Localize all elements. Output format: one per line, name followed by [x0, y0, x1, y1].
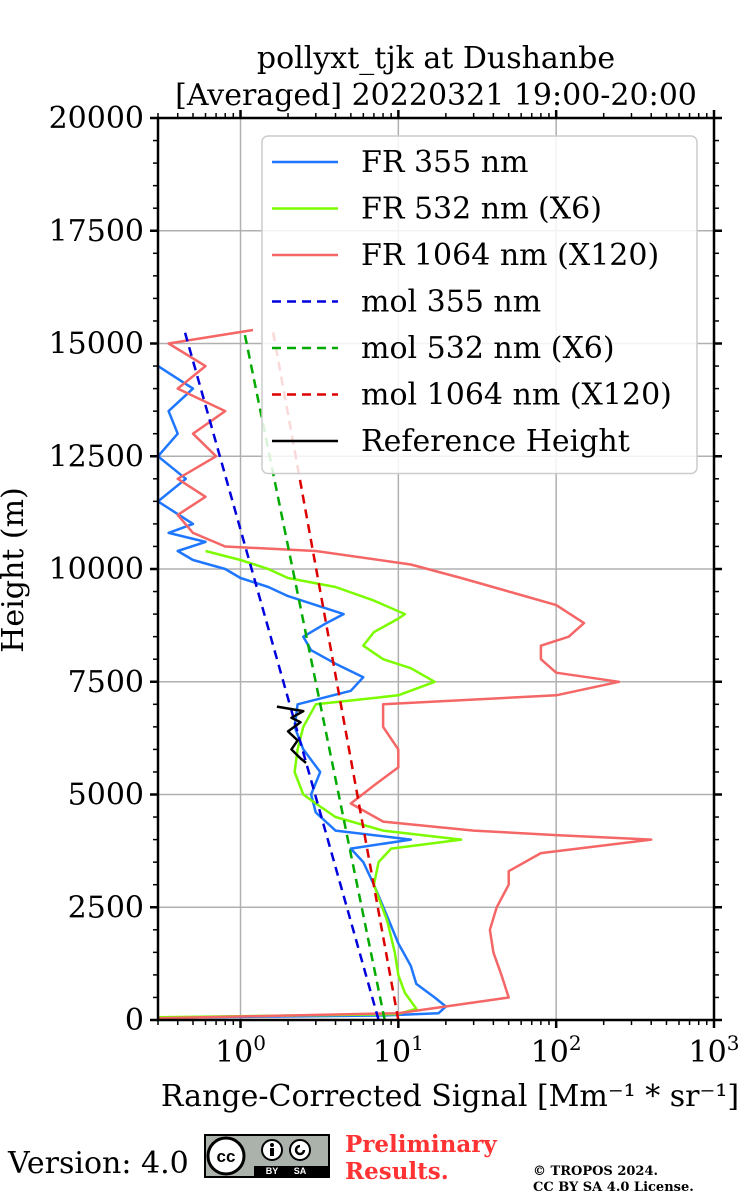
x-tick-label: 103 [689, 1031, 740, 1070]
badge-sa-text: SA [294, 1166, 307, 1176]
y-tick-label: 15000 [49, 327, 144, 362]
y-tick-label: 5000 [68, 778, 144, 813]
x-axis-label: Range-Corrected Signal [Mm⁻¹ * sr⁻¹] [160, 1079, 740, 1114]
series-line-0 [156, 365, 448, 1019]
legend-label-5: mol 1064 nm (X120) [361, 378, 672, 413]
y-tick-label: 2500 [68, 890, 144, 925]
cc-badge-text: cc [217, 1147, 236, 1166]
share-alike-icon [289, 1139, 311, 1161]
version-label: Version: 4.0 [8, 1146, 189, 1181]
legend-label-0: FR 355 nm [361, 145, 529, 180]
chart-ticks [150, 110, 722, 1028]
y-tick-label: 17500 [49, 214, 144, 249]
series-line-2 [157, 328, 653, 1020]
y-tick-label: 10000 [49, 552, 144, 587]
legend-box [261, 135, 698, 475]
chart-tick-labels: 0 2500 5000 7500 10000 12500 15000 17500 20000 10… [49, 101, 740, 1070]
legend-label-4: mol 532 nm (X6) [361, 331, 615, 366]
cc-by-sa-badge: cc BY SA [204, 1134, 330, 1178]
y-tick-label: 20000 [49, 101, 144, 136]
preliminary-line2: Results. [345, 1158, 449, 1185]
chart-title-line2: [Averaged] 20220321 19:00-20:00 [175, 78, 697, 113]
y-tick-label: 12500 [49, 439, 144, 474]
legend-label-1: FR 532 nm (X6) [361, 192, 602, 227]
preliminary-results-note: Preliminary Results. [345, 1131, 497, 1185]
legend-label-3: mol 355 nm [361, 285, 541, 320]
chart-title-line1: pollyxt_tjk at Dushanbe [256, 41, 616, 76]
copyright-line1: © TROPOS 2024. [533, 1164, 659, 1179]
chart-legend: FR 355 nm FR 532 nm (X6) FR 1064 nm (X120)… [261, 135, 698, 475]
copyright-note: © TROPOS 2024. CC BY SA 4.0 License. [533, 1164, 694, 1196]
legend-label-6: Reference Height [361, 424, 630, 459]
badge-by-text: BY [266, 1166, 279, 1176]
cc-icon [206, 1136, 246, 1176]
series-line-6 [276, 705, 307, 764]
legend-label-2: FR 1064 nm (X120) [361, 238, 659, 273]
y-tick-label: 0 [125, 1003, 144, 1038]
copyright-line2: CC BY SA 4.0 License. [533, 1180, 694, 1195]
y-tick-label: 7500 [68, 665, 144, 700]
y-axis-label: Height (m) [0, 487, 31, 653]
x-tick-label: 100 [215, 1031, 266, 1070]
series-line-5 [271, 329, 400, 1021]
preliminary-line1: Preliminary [345, 1131, 497, 1158]
x-tick-label: 101 [373, 1031, 424, 1070]
x-tick-label: 102 [531, 1031, 582, 1070]
series-line-1 [157, 549, 463, 1019]
